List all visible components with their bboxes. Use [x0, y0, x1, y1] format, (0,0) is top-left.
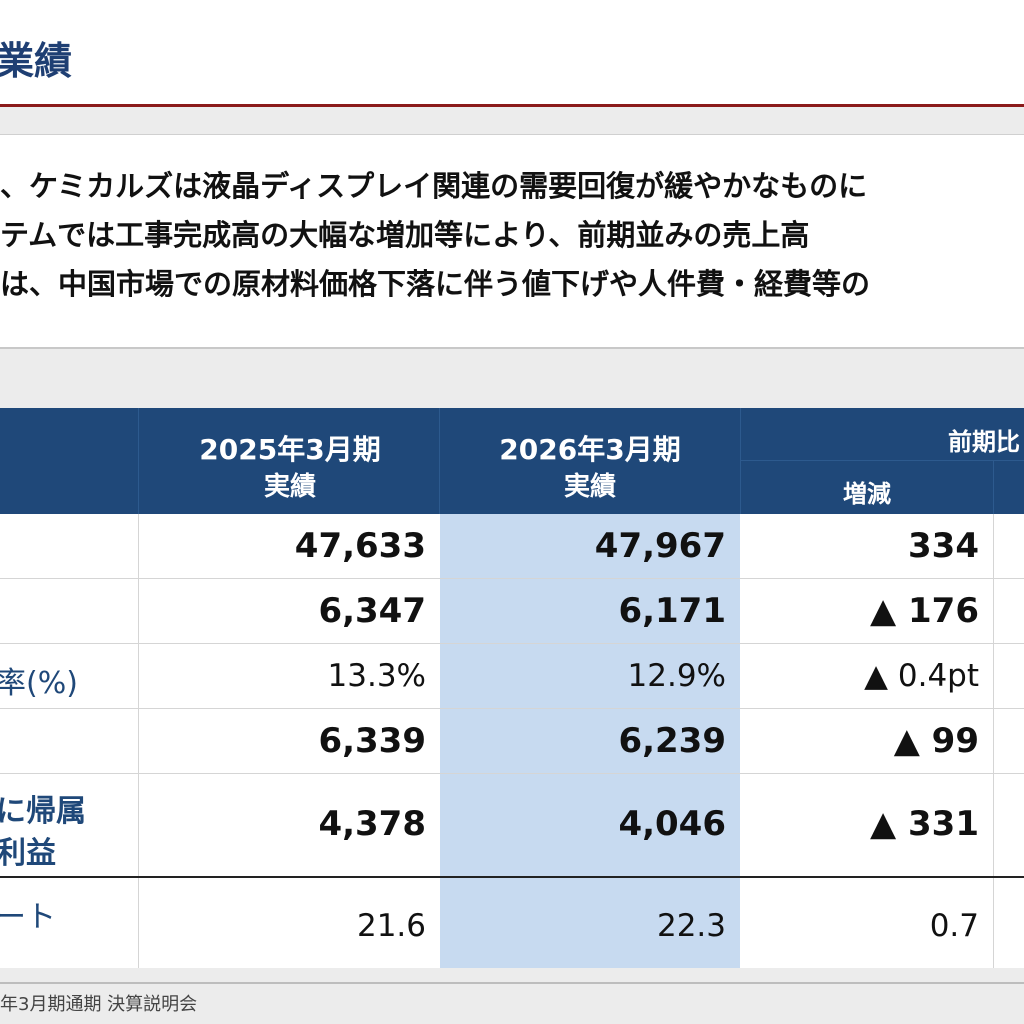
header-divider: [439, 408, 440, 514]
col-divider: [138, 514, 139, 968]
row-label-line2: 利益: [0, 836, 56, 871]
cell-change: 334: [908, 526, 979, 566]
header-divider: [993, 460, 994, 514]
cell-change: ▲ 176: [870, 591, 979, 631]
cell-fy2025: 6,339: [318, 721, 426, 761]
cell-change: ▲ 331: [870, 804, 979, 844]
header-compare: 前期比: [948, 428, 1020, 456]
cell-fy2026: 47,967: [594, 526, 726, 566]
header-fy2026-year: 2026年3月期: [499, 433, 681, 466]
header-subdivider: [741, 460, 1024, 461]
cell-fy2025: 6,347: [318, 591, 426, 631]
cell-fy2025: 21.6: [356, 908, 426, 944]
header-fy2026-actual: 実績: [563, 472, 616, 502]
header-divider: [740, 408, 741, 514]
cell-change: ▲ 0.4pt: [864, 658, 979, 694]
row-label: ート: [0, 900, 56, 935]
title-bar: 業績: [0, 0, 1024, 107]
footer-text: 年3月期通期 決算説明会: [0, 994, 198, 1015]
header-change: 増減: [843, 480, 891, 508]
cell-fy2026: 6,171: [618, 591, 726, 631]
summary-box: 、ケミカルズは液晶ディスプレイ関連の需要回復が緩やかなものに テムでは工事完成高…: [0, 134, 1024, 349]
table-row: 率(%) 13.3% 12.9% ▲ 0.4pt: [0, 644, 1024, 709]
cell-fy2026: 12.9%: [627, 658, 726, 694]
cell-change: 0.7: [929, 908, 979, 944]
cell-fy2025: 13.3%: [327, 658, 426, 694]
cell-fy2025: 47,633: [294, 526, 426, 566]
fy2026-highlight: [440, 514, 740, 968]
cell-change: ▲ 99: [893, 721, 979, 761]
header-fy2025-actual: 実績: [263, 472, 316, 502]
page-title: 業績: [0, 39, 73, 83]
cell-fy2026: 4,046: [618, 804, 726, 844]
cell-fy2025: 4,378: [318, 804, 426, 844]
summary-line-2: テムでは工事完成高の大幅な増加等により、前期並みの売上高: [0, 218, 810, 252]
row-label: 率(%): [0, 666, 78, 701]
footer-divider: [0, 982, 1024, 984]
summary-line-1: 、ケミカルズは液晶ディスプレイ関連の需要回復が緩やかなものに: [0, 169, 868, 203]
table-row: 47,633 47,967 334: [0, 514, 1024, 579]
table-row: 6,339 6,239 ▲ 99: [0, 709, 1024, 774]
table-row: 6,347 6,171 ▲ 176: [0, 579, 1024, 644]
table-row: ート 21.6 22.3 0.7: [0, 878, 1024, 968]
row-label-line1: に帰属: [0, 794, 86, 829]
results-table: 2025年3月期 実績 2026年3月期 実績 前期比 増減 47,633 47…: [0, 408, 1024, 968]
cell-fy2026: 22.3: [656, 908, 726, 944]
col-divider: [993, 514, 994, 968]
table-header: [0, 408, 1024, 514]
cell-fy2026: 6,239: [618, 721, 726, 761]
header-divider: [138, 408, 139, 514]
header-fy2025-year: 2025年3月期: [199, 433, 381, 466]
table-row: に帰属 利益 4,378 4,046 ▲ 331: [0, 774, 1024, 878]
summary-line-3: は、中国市場での原材料価格下落に伴う値下げや人件費・経費等の: [0, 267, 871, 301]
